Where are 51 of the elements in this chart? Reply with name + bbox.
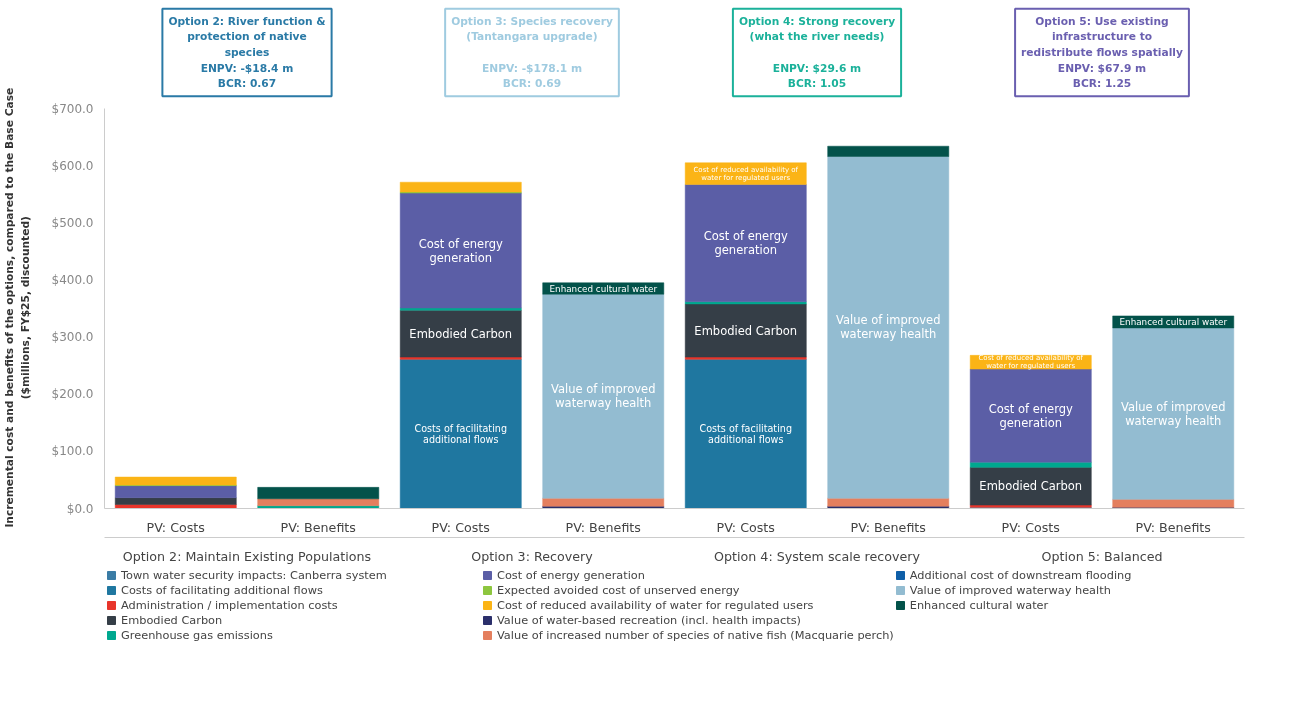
y-tick-label: $100.0 [51, 444, 94, 459]
y-axis-title: Incremental cost and benefits of the options, compared to the Base Case ($millions, FY$25, discounted) [3, 87, 32, 528]
data-label: Embodied Carbon [979, 479, 1083, 494]
x-tick-label: PV: Costs [716, 519, 775, 535]
text: Option 5: Balanced [1041, 548, 1163, 564]
legend-label: Additional cost of downstream flooding [909, 568, 1133, 582]
data-label: Cost of energy generation [988, 401, 1073, 430]
y-tick-label: $0.0 [66, 501, 94, 516]
y-tick-label: $300.0 [51, 330, 94, 345]
data-label: Value of improved waterway health [1121, 399, 1226, 428]
x-tick-label: PV: Costs [1001, 519, 1060, 535]
legend-label: Town water security impacts: Canberra system [121, 568, 388, 582]
y-tick-label: $600.0 [51, 158, 94, 173]
legend-label: Cost of energy generation [497, 568, 646, 582]
data-label: Enhanced cultural water [1119, 316, 1228, 327]
data-label: Cost of energy generation [418, 236, 503, 265]
data-label: Cost of energy generation [703, 229, 788, 258]
text: Option 3: Species recovery (Tantangara upgrade) ENPV: -$178.1 m BCR: 0.69 [451, 14, 613, 91]
data-label: Costs of facilitating additional flows [414, 422, 507, 445]
x-tick-label: PV: Benefits [280, 519, 356, 535]
legend-label: Value of improved waterway health [909, 583, 1112, 597]
legend-label: Expected avoided cost of unserved energy [497, 583, 741, 597]
legend-label: Cost of reduced availability of water for regulated users [497, 598, 815, 612]
y-tick-label: $200.0 [51, 387, 94, 402]
text: Option 5: Use existing infrastructure to redistribute flows spatially ENPV: $67.9 m BCR: 1.25 [1021, 14, 1183, 91]
legend-label: Value of water-based recreation (incl. health impacts) [497, 613, 802, 627]
legend-label: Enhanced cultural water [909, 598, 1050, 612]
x-tick-label: PV: Benefits [1135, 519, 1211, 535]
legend-label: Greenhouse gas emissions [121, 628, 274, 642]
text: Option 3: Recovery [471, 548, 594, 564]
text: Option 2: River function & protection of native species ENPV: -$18.4 m BCR: 0.67 [168, 14, 326, 91]
y-tick-label: $700.0 [51, 101, 94, 116]
data-label: Costs of facilitating additional flows [699, 422, 792, 445]
data-label: Embodied Carbon [409, 326, 513, 341]
legend-label: Value of increased number of species of native fish (Macquarie perch) [497, 628, 894, 642]
x-tick-label: PV: Benefits [565, 519, 641, 535]
legend-label: Costs of facilitating additional flows [121, 583, 324, 597]
text: Option 4: Strong recovery (what the river needs) ENPV: $29.6 m BCR: 1.05 [738, 14, 896, 91]
y-tick-label: $400.0 [51, 272, 94, 287]
data-label: Value of improved waterway health [836, 313, 941, 342]
x-tick-label: PV: Benefits [850, 519, 926, 535]
legend-label: Administration / implementation costs [121, 598, 339, 612]
text: Option 4: System scale recovery [714, 548, 921, 564]
data-label: Enhanced cultural water [549, 283, 658, 294]
text: Option 2: Maintain Existing Populations [122, 548, 372, 564]
data-label: Value of improved waterway health [551, 382, 656, 411]
y-tick-label: $500.0 [51, 215, 94, 230]
x-tick-label: PV: Costs [146, 519, 205, 535]
legend-label: Embodied Carbon [121, 613, 224, 627]
x-tick-label: PV: Costs [431, 519, 490, 535]
data-label: Embodied Carbon [694, 323, 798, 338]
